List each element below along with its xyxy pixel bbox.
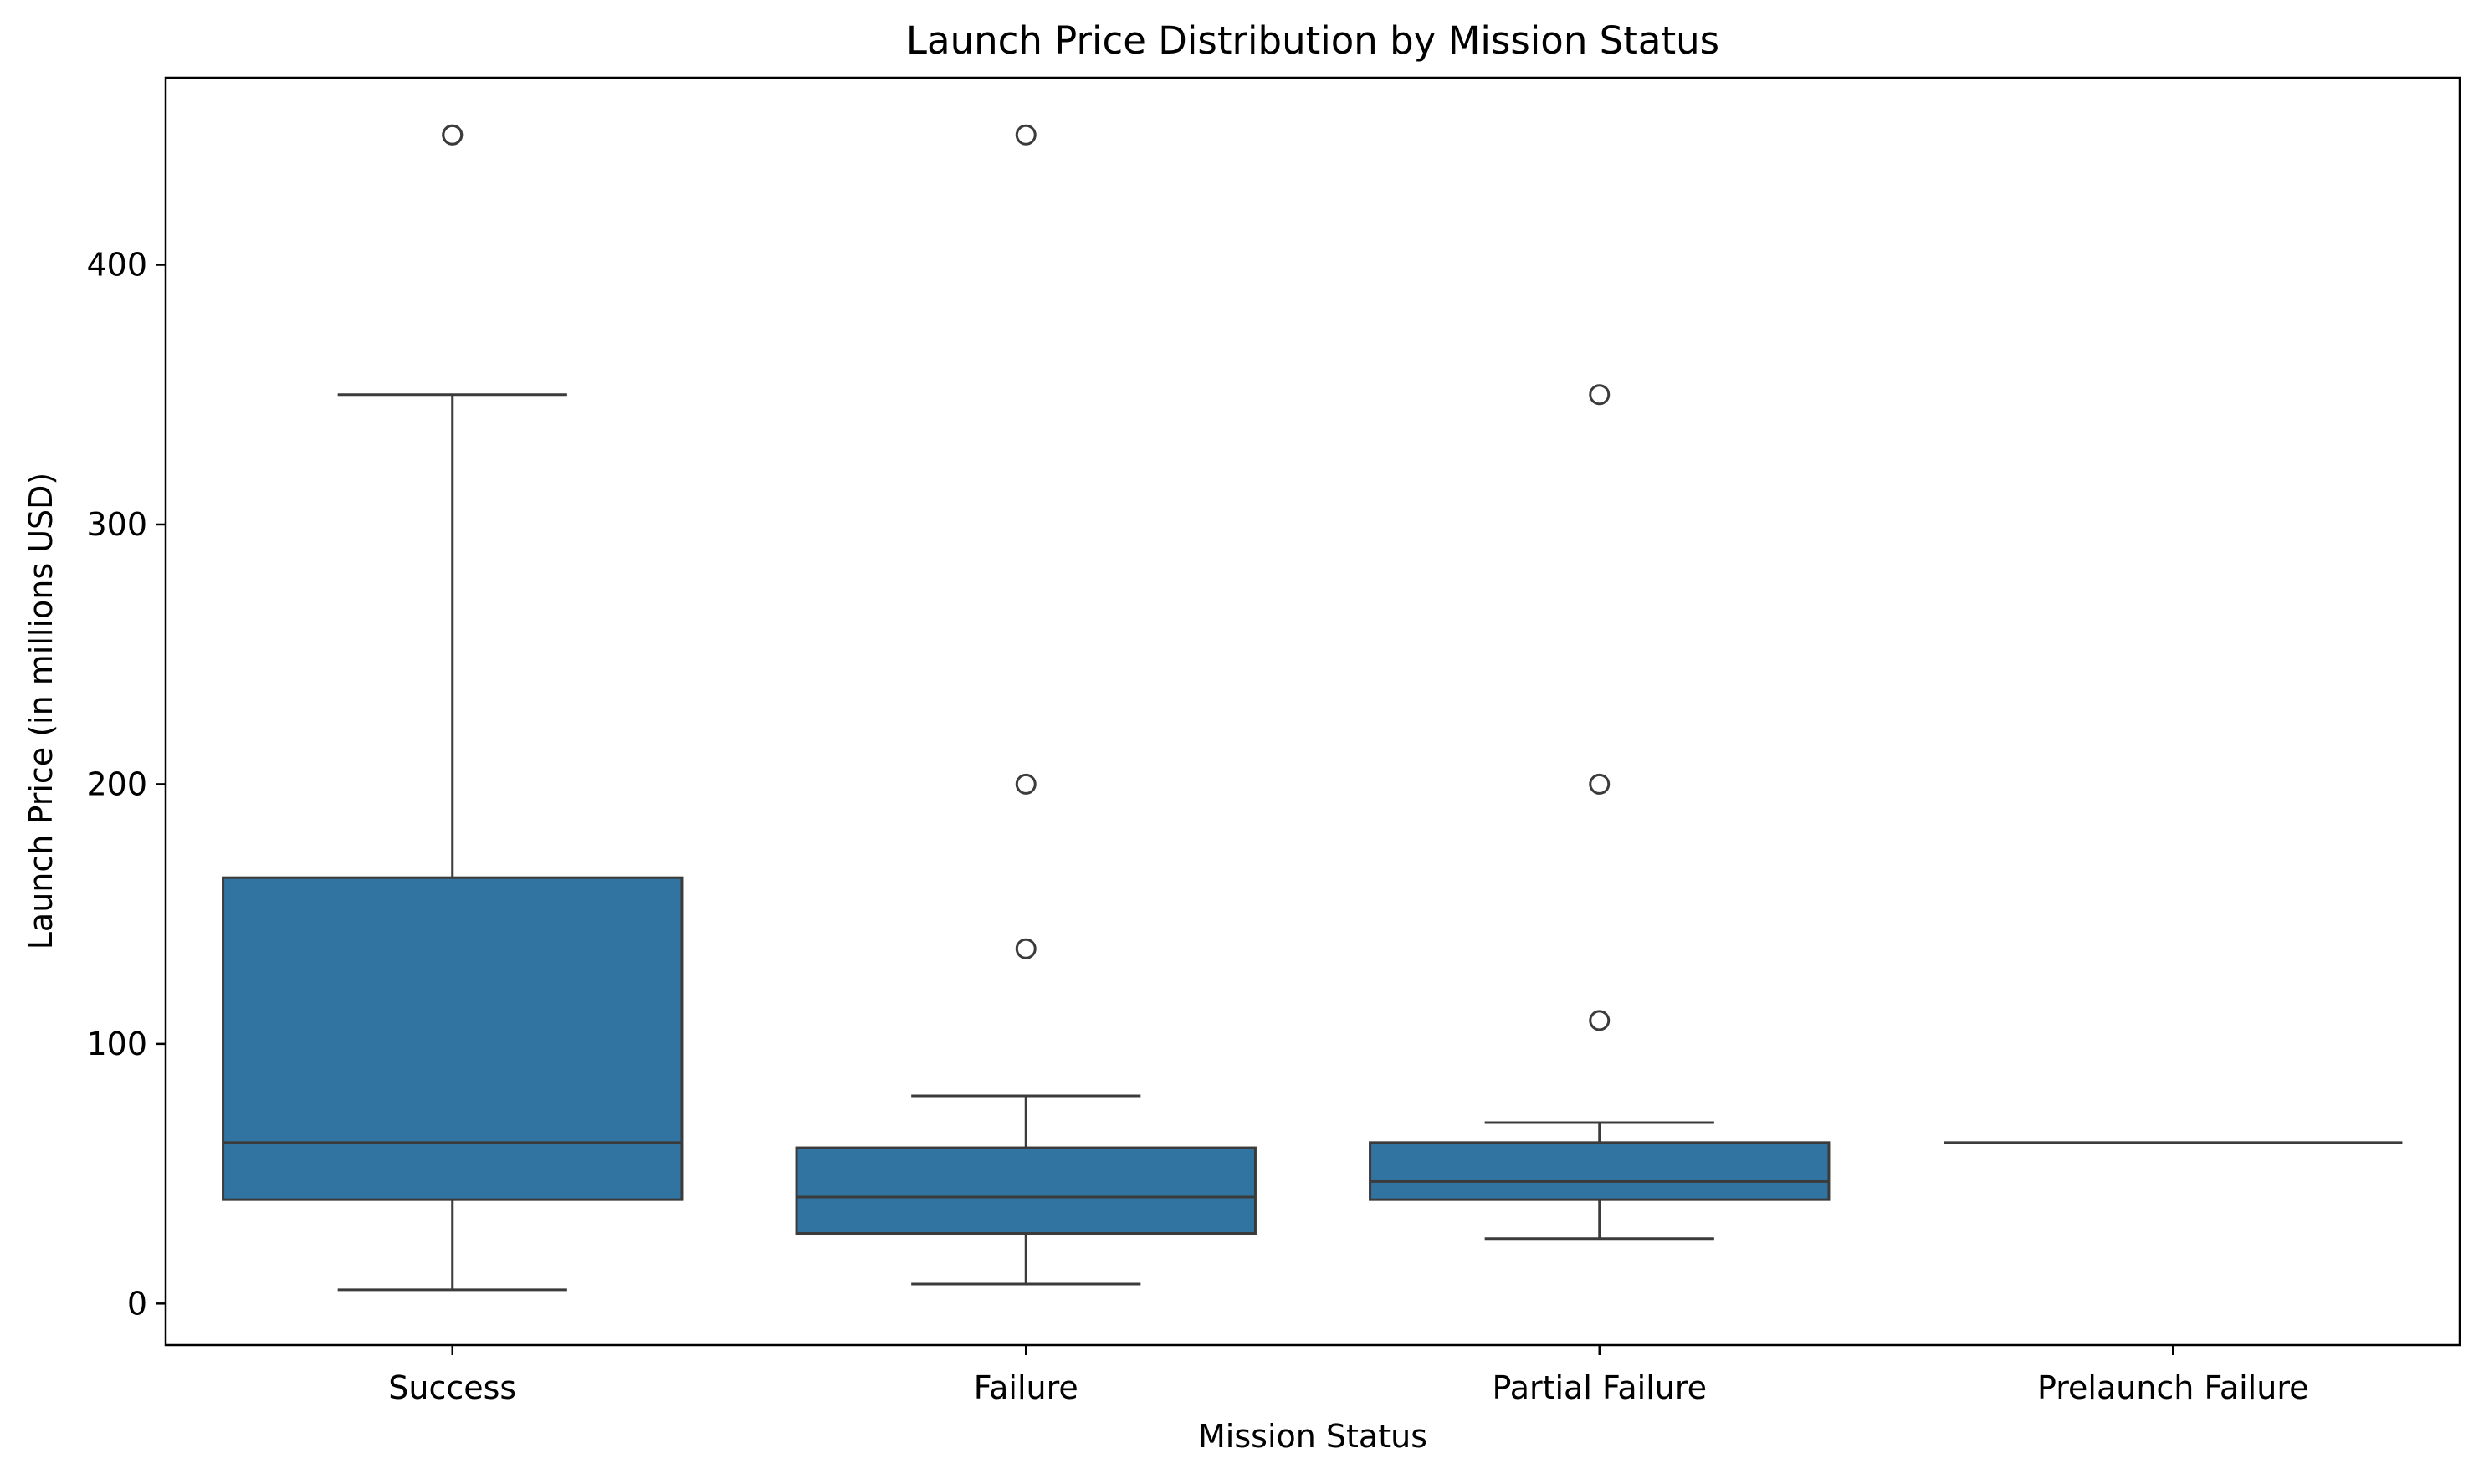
y-tick-label: 300 bbox=[86, 506, 147, 543]
x-axis: Success Failure Partial Failure Prelaunch F… bbox=[388, 1345, 2309, 1406]
y-tick-label: 100 bbox=[86, 1026, 147, 1062]
outlier-point bbox=[1015, 773, 1037, 795]
outlier-point bbox=[442, 124, 464, 146]
x-tick-label: Success bbox=[388, 1369, 516, 1406]
outlier-point bbox=[1589, 384, 1611, 406]
x-tick-label: Partial Failure bbox=[1492, 1369, 1707, 1406]
iqr-box bbox=[1369, 1141, 1831, 1201]
plot-area bbox=[222, 124, 2403, 1292]
box-group-partial-failure bbox=[1369, 384, 1831, 1241]
axes-frame bbox=[164, 76, 2461, 1347]
chart-title: Launch Price Distribution by Mission Sta… bbox=[906, 18, 1719, 63]
iqr-box bbox=[795, 1146, 1257, 1236]
box-group-failure bbox=[795, 124, 1257, 1286]
outlier-point bbox=[1589, 773, 1611, 795]
outlier-point bbox=[1015, 938, 1037, 959]
x-axis-label: Mission Status bbox=[1198, 1418, 1427, 1455]
y-tick-label: 400 bbox=[86, 247, 147, 284]
iqr-box bbox=[222, 876, 684, 1201]
x-tick-label: Prelaunch Failure bbox=[2037, 1369, 2309, 1406]
box-group-success bbox=[222, 124, 684, 1292]
y-axis-label: Launch Price (in millions USD) bbox=[23, 473, 59, 949]
y-tick-label: 0 bbox=[127, 1285, 147, 1322]
outlier-point bbox=[1015, 124, 1037, 146]
outlier-point bbox=[1589, 1010, 1611, 1031]
x-tick-label: Failure bbox=[974, 1369, 1078, 1406]
y-axis: 0 100 200 300 400 bbox=[86, 247, 166, 1322]
y-tick-label: 200 bbox=[86, 765, 147, 802]
